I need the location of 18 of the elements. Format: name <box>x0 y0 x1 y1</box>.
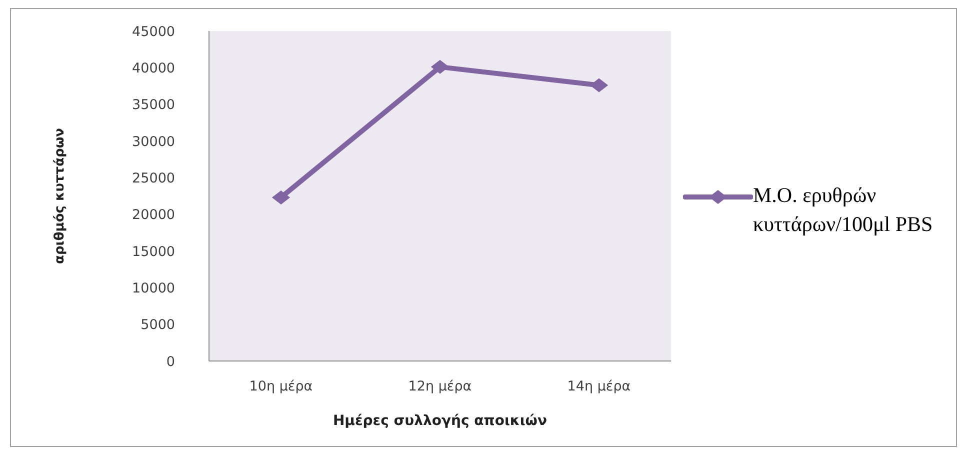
legend-label: Μ.Ο. ερυθρών κυττάρων/100μl PBS <box>753 182 933 238</box>
y-axis-title: αριθμός κυττάρων <box>52 128 68 264</box>
y-tick-label: 35000 <box>132 97 175 114</box>
y-tick-label: 40000 <box>132 60 175 76</box>
y-tick-label: 0 <box>166 354 175 370</box>
point <box>430 60 450 74</box>
x-tick-label: 14η μέρα <box>567 378 631 395</box>
y-tick-label: 45000 <box>132 24 175 40</box>
x-tick-label: 10η μέρα <box>249 378 313 395</box>
y-tick-label: 30000 <box>132 134 175 150</box>
x-axis-title: Ημέρες συλλογής αποικιών <box>332 413 548 429</box>
y-tick-label: 10000 <box>132 280 175 296</box>
y-tick-label: 20000 <box>132 207 175 224</box>
point <box>272 190 290 204</box>
y-tick-label: 25000 <box>132 170 175 186</box>
y-tick-label: 5000 <box>140 317 175 334</box>
y-tick-label: 15000 <box>132 244 175 260</box>
x-tick-label: 12η μέρα <box>408 378 472 395</box>
